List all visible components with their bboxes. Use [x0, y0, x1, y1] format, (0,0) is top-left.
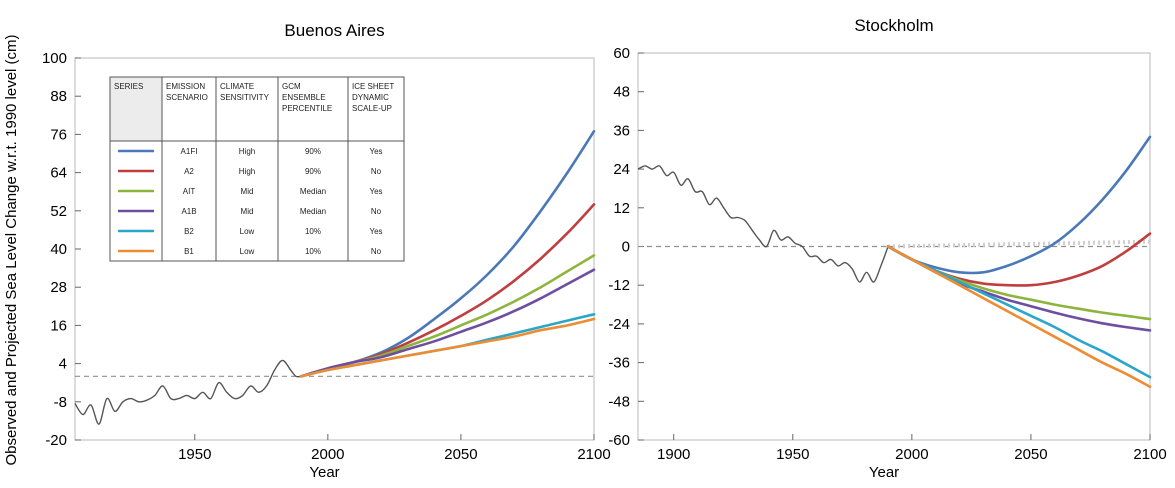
- legend-cell-percentile: Median: [300, 187, 326, 196]
- x-tick-label: 1950: [776, 446, 809, 463]
- legend-cell-sensitivity: High: [239, 167, 255, 176]
- legend-header-text: GCM: [282, 82, 301, 91]
- legend-cell-sensitivity: High: [239, 147, 255, 156]
- legend-cell-percentile: Median: [300, 207, 326, 216]
- legend-cell-sensitivity: Mid: [241, 187, 254, 196]
- y-tick-label: -12: [608, 277, 630, 294]
- legend-cell-scaleup: No: [371, 207, 382, 216]
- legend-header-text: CLIMATE: [220, 82, 254, 91]
- y-tick-label: 24: [613, 161, 630, 178]
- y-tick-label: 40: [50, 241, 67, 258]
- y-tick-label: 60: [613, 45, 630, 62]
- y-tick-label: 100: [42, 50, 67, 67]
- x-tick-label: 2050: [1014, 446, 1047, 463]
- legend-cell-scenario: AIT: [183, 187, 196, 196]
- legend-cell-percentile: 90%: [305, 147, 321, 156]
- series-line-a1fi: [886, 135, 1152, 275]
- y-tick-label: -20: [45, 432, 67, 449]
- legend-table: SERIES EMISSION SCENARIO CLIMATE SENSITIVITY…: [109, 76, 405, 262]
- y-tick-label: 52: [50, 203, 67, 220]
- legend-cell-percentile: 90%: [305, 167, 321, 176]
- y-tick-label: 36: [613, 122, 630, 139]
- legend-header-text: EMISSION: [166, 82, 205, 91]
- legend-cell-scaleup: Yes: [369, 147, 382, 156]
- legend-cell-scaleup: Yes: [369, 187, 382, 196]
- legend-cell-scenario: A2: [184, 167, 194, 176]
- y-tick-label: 16: [50, 317, 67, 334]
- x-tick-label: 2000: [311, 446, 344, 463]
- y-tick-label: -60: [608, 432, 630, 449]
- shared-y-axis-label: Observed and Projected Sea Level Change …: [3, 34, 20, 465]
- legend-header-text: PERCENTILE: [282, 104, 332, 113]
- y-tick-label: 0: [622, 239, 630, 256]
- y-tick-label: 12: [613, 200, 630, 217]
- series-line-b2: [886, 245, 1152, 379]
- legend-cell-scaleup: No: [371, 167, 382, 176]
- x-axis-label: Year: [309, 464, 339, 481]
- series-line-b1: [299, 317, 596, 378]
- y-tick-label: 48: [613, 84, 630, 101]
- legend-cell-sensitivity: Low: [240, 227, 255, 236]
- legend-cell-sensitivity: Low: [240, 247, 255, 256]
- legend-cell-percentile: 10%: [305, 227, 321, 236]
- legend-header-shade: [110, 77, 162, 141]
- x-tick-label: 2100: [1133, 446, 1166, 463]
- series-line-a1b: [299, 268, 596, 378]
- legend-header-text: SCENARIO: [166, 93, 208, 102]
- legend-cell-scenario: B2: [184, 227, 194, 236]
- y-tick-label: 64: [50, 165, 67, 182]
- observed-series-line: [74, 359, 302, 425]
- observed-series-line: [637, 165, 889, 283]
- y-tick-label: -8: [54, 394, 67, 411]
- legend-cell-scenario: B1: [184, 247, 194, 256]
- series-line-ait: [299, 254, 596, 378]
- legend-header-text: SENSITIVITY: [220, 93, 270, 102]
- chart-title: Stockholm: [854, 16, 933, 35]
- legend-cell-scenario: A1B: [181, 207, 196, 216]
- series-line-b1: [886, 245, 1152, 389]
- chart-panel-1: Buenos Aires -20 -8 4 16 28 40 52 64 76 88 100 1950 2…: [42, 21, 611, 481]
- y-tick-label: -36: [608, 355, 630, 372]
- legend-cell-scaleup: No: [371, 247, 382, 256]
- chart-panel-2: Stockholm -60 -48 -36 -24 -12 0 12 24 36 48 60 1900 1…: [608, 16, 1166, 481]
- x-tick-label: 1950: [178, 446, 211, 463]
- x-tick-label: 2100: [577, 446, 610, 463]
- legend-header-text: DYNAMIC: [352, 93, 389, 102]
- y-tick-label: 4: [59, 356, 67, 373]
- chart-title: Buenos Aires: [284, 21, 384, 40]
- y-tick-label: 76: [50, 126, 67, 143]
- reference-line: [888, 239, 1151, 249]
- legend-cell-scenario: A1FI: [181, 147, 198, 156]
- x-tick-label: 2050: [444, 446, 477, 463]
- y-tick-label: 28: [50, 279, 67, 296]
- legend-header-text: ENSEMBLE: [282, 93, 326, 102]
- legend-cell-percentile: 10%: [305, 247, 321, 256]
- series-line-ait: [886, 245, 1152, 321]
- x-tick-label: 2000: [895, 446, 928, 463]
- x-tick-label: 1900: [657, 446, 690, 463]
- legend-header-text: SCALE-UP: [352, 104, 392, 113]
- y-tick-label: 88: [50, 88, 67, 105]
- legend-header-text: ICE SHEET: [352, 82, 394, 91]
- y-tick-label: -48: [608, 393, 630, 410]
- y-tick-label: -24: [608, 316, 630, 333]
- legend-cell-scaleup: Yes: [369, 227, 382, 236]
- legend-cell-sensitivity: Mid: [241, 207, 254, 216]
- legend-frame-outline: [109, 76, 405, 262]
- series-line-a2: [886, 232, 1152, 287]
- x-axis-label: Year: [869, 464, 899, 481]
- legend-header-text: SERIES: [114, 82, 143, 91]
